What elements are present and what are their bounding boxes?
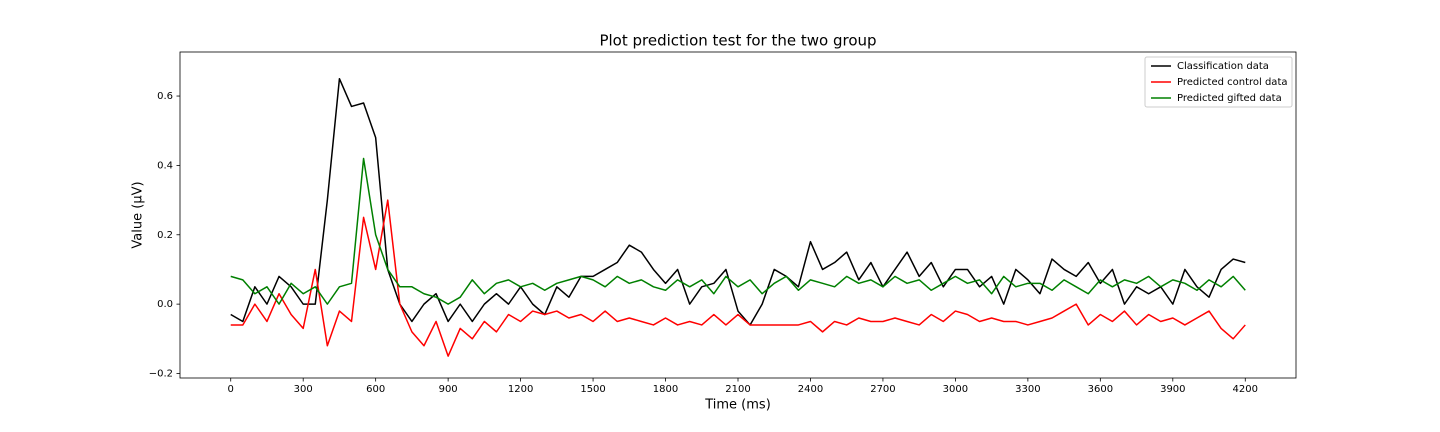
x-axis-title: Time (ms) [704,398,771,413]
y-tick-label: −0.2 [149,368,173,379]
x-tick-label: 1200 [508,384,533,395]
chart-title: Plot prediction test for the two group [599,32,876,50]
legend-box [1144,56,1293,108]
y-tick-label: 0.6 [157,91,173,102]
x-tick-label: 600 [366,384,385,395]
x-tick-label: 2700 [870,384,895,395]
x-tick-label: 2400 [798,384,823,395]
legend-label: Predicted control data [1177,77,1288,88]
x-tick-label: 1500 [580,384,605,395]
x-tick-label: 2100 [725,384,750,395]
x-tick-label: 3900 [1160,384,1185,395]
legend-label: Predicted gifted data [1177,93,1282,104]
x-tick-label: 3000 [943,384,968,395]
legend-label: Classification data [1177,61,1269,72]
x-tick-label: 4200 [1233,384,1258,395]
series-line [230,199,1246,357]
y-tick-label: 0.0 [157,299,173,310]
x-tick-label: 900 [439,384,458,395]
plot-frame [179,51,1297,379]
x-tick-label: 3300 [1015,384,1040,395]
x-tick-label: 0 [228,384,234,395]
y-tick-label: 0.2 [157,230,173,241]
x-tick-label: 300 [294,384,313,395]
x-tick-label: 1800 [653,384,678,395]
x-tick-label: 3600 [1088,384,1113,395]
series-line [230,157,1246,305]
y-tick-label: 0.4 [157,160,173,171]
y-axis-title: Value (µV) [131,181,146,248]
